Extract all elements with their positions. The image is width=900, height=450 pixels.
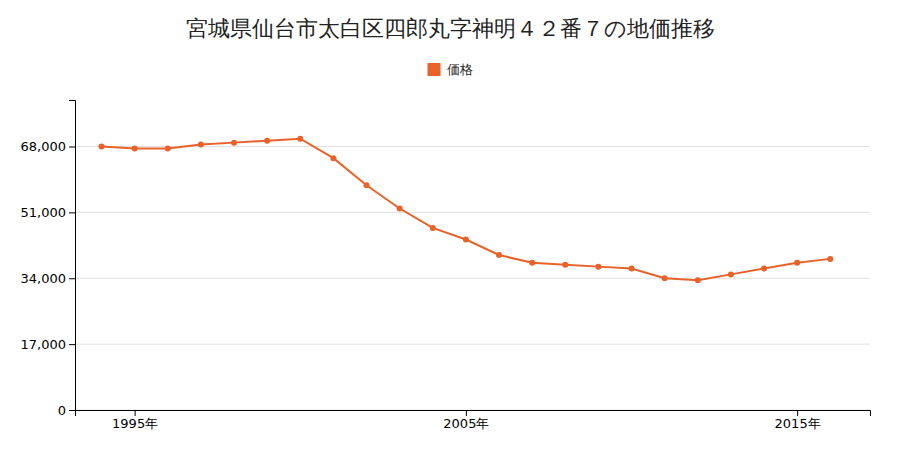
point bbox=[165, 145, 171, 151]
tick-label: 17,000 bbox=[21, 337, 67, 352]
legend-swatch bbox=[428, 63, 441, 76]
chart: 宮城県仙台市太白区四郎丸字神明４２番７の地価推移 0 17,000 34,000 51,… bbox=[0, 0, 900, 450]
y-axis: 0 17,000 34,000 51,000 68,000 bbox=[21, 101, 76, 418]
legend-item: 価格 bbox=[428, 62, 473, 77]
grid bbox=[75, 147, 870, 411]
tick: 17,000 bbox=[21, 337, 76, 352]
point bbox=[397, 206, 403, 212]
tick-label: 51,000 bbox=[21, 205, 67, 220]
line bbox=[102, 139, 831, 280]
point bbox=[430, 225, 436, 231]
point bbox=[827, 256, 833, 262]
point bbox=[728, 271, 734, 277]
axis-line bbox=[69, 101, 76, 411]
point bbox=[562, 262, 568, 268]
point bbox=[463, 237, 469, 243]
grid-line bbox=[75, 212, 870, 213]
grid-line bbox=[75, 344, 870, 345]
tick: 34,000 bbox=[21, 271, 76, 286]
tick-mark bbox=[69, 147, 75, 148]
point bbox=[330, 155, 336, 161]
marks bbox=[99, 136, 834, 283]
tick-label: 2015年 bbox=[775, 416, 821, 431]
point bbox=[794, 260, 800, 266]
point bbox=[297, 136, 303, 142]
tick-label: 0 bbox=[58, 403, 66, 418]
point bbox=[662, 275, 668, 281]
tick-mark bbox=[69, 212, 75, 213]
tick-label: 2005年 bbox=[443, 416, 489, 431]
tick-label: 34,000 bbox=[21, 271, 67, 286]
point bbox=[231, 140, 237, 146]
grid-line bbox=[75, 278, 870, 279]
tick: 1995年 bbox=[112, 410, 158, 431]
point bbox=[629, 266, 635, 272]
point bbox=[595, 264, 601, 270]
tick-mark bbox=[69, 410, 75, 411]
tick: 68,000 bbox=[21, 139, 76, 154]
tick: 2015年 bbox=[775, 410, 821, 431]
point bbox=[132, 145, 138, 151]
x-axis: 1995年 2005年 2015年 bbox=[76, 410, 871, 431]
point bbox=[496, 252, 502, 258]
tick: 2005年 bbox=[443, 410, 489, 431]
point bbox=[695, 277, 701, 283]
legend: 価格 bbox=[428, 62, 473, 77]
point bbox=[761, 266, 767, 272]
plot: 0 17,000 34,000 51,000 68,000 1995年 2005年 2015年 bbox=[21, 101, 871, 432]
legend-label: 価格 bbox=[447, 62, 473, 77]
point bbox=[99, 144, 105, 150]
tick-label: 68,000 bbox=[21, 139, 67, 154]
tick-mark bbox=[466, 410, 467, 416]
point bbox=[198, 142, 204, 148]
axis-line bbox=[76, 411, 871, 417]
tick-mark bbox=[69, 344, 75, 345]
point bbox=[264, 138, 270, 144]
tick-label: 1995年 bbox=[112, 416, 158, 431]
tick: 51,000 bbox=[21, 205, 76, 220]
tick-mark bbox=[135, 410, 136, 416]
point bbox=[529, 260, 535, 266]
tick-mark bbox=[797, 410, 798, 416]
tick: 0 bbox=[58, 403, 75, 418]
point bbox=[364, 182, 370, 188]
tick-mark bbox=[69, 278, 75, 279]
title: 宮城県仙台市太白区四郎丸字神明４２番７の地価推移 bbox=[186, 16, 715, 41]
